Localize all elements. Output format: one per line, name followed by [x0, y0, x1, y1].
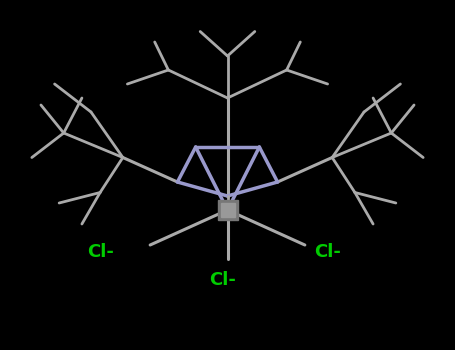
- Text: Cl-: Cl-: [314, 243, 341, 261]
- Text: Cl-: Cl-: [86, 243, 114, 261]
- Text: Cl-: Cl-: [209, 271, 237, 289]
